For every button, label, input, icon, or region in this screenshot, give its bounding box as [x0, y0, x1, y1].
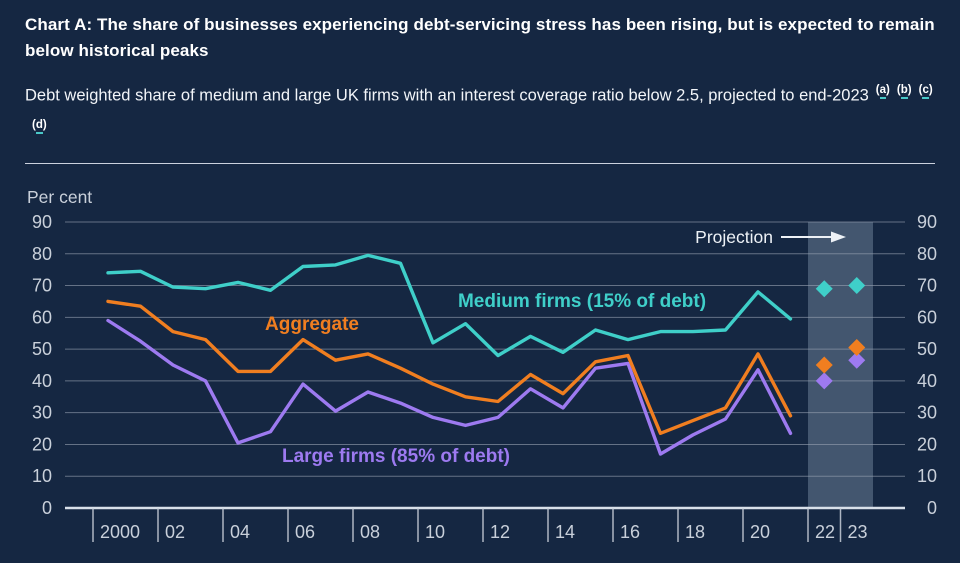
y-tick-label-right-80: 80 [917, 244, 937, 264]
x-tick-label-2008: 08 [360, 522, 380, 542]
x-tick-label-2018: 18 [685, 522, 705, 542]
x-tick-label-2010: 10 [425, 522, 445, 542]
y-tick-label-right-70: 70 [917, 276, 937, 296]
chart-header: Chart A: The share of businesses experie… [25, 12, 939, 145]
y-tick-label-left-30: 30 [32, 403, 52, 423]
y-tick-label-left-0: 0 [42, 498, 52, 518]
projection-marker-aggregate-2023 [848, 339, 866, 357]
projection-arrow-head [831, 231, 846, 243]
series-line-medium-firms [106, 253, 793, 358]
footnote-link-c[interactable]: (c) [919, 84, 933, 99]
y-tick-label-right-20: 20 [917, 434, 937, 454]
x-tick-label-2014: 14 [555, 522, 575, 542]
y-tick-label-left-50: 50 [32, 339, 52, 359]
x-tick-label-2022: 22 [815, 522, 835, 542]
x-tick-label-2000: 2000 [100, 522, 140, 542]
projection-marker-medium-firms-2022 [815, 280, 833, 298]
chart-subtitle-text: Debt weighted share of medium and large … [25, 86, 869, 105]
series-label-large-firms: Large firms (85% of debt) [282, 446, 510, 467]
projection-marker-large-firms-2022 [815, 372, 833, 390]
footnote-link-b[interactable]: (b) [897, 84, 912, 99]
x-axis-group: 2000 02 04 06 08 10 12 14 16 18 20 22 23 [92, 508, 868, 542]
y-tick-label-right-0: 0 [927, 498, 937, 518]
y-tick-label-right-30: 30 [917, 403, 937, 423]
footnote-link-a[interactable]: (a) [876, 84, 890, 99]
projection-marker-medium-firms-2023 [848, 277, 866, 295]
x-tick-label-2012: 12 [490, 522, 510, 542]
y-tick-label-right-90: 90 [917, 212, 937, 232]
footnote-links: (a) (b) (c) (d) [25, 84, 933, 140]
y-tick-label-left-60: 60 [32, 307, 52, 327]
projection-marker-large-firms-2023 [848, 351, 866, 369]
chart-subtitle: Debt weighted share of medium and large … [25, 76, 939, 145]
x-tick-label-2020: 20 [750, 522, 770, 542]
y-tick-label-left-70: 70 [32, 276, 52, 296]
projection-markers-group [815, 277, 866, 390]
y-tick-label-right-50: 50 [917, 339, 937, 359]
series-lines-group [106, 253, 793, 456]
y-tick-label-left-40: 40 [32, 371, 52, 391]
x-tick-label-2004: 04 [230, 522, 250, 542]
series-label-aggregate: Aggregate [265, 314, 359, 335]
y-tick-label-left-20: 20 [32, 434, 52, 454]
x-tick-label-2002: 02 [165, 522, 185, 542]
header-separator [25, 163, 935, 164]
x-tick-label-2023: 23 [848, 522, 868, 542]
footnote-link-d[interactable]: (d) [32, 118, 47, 134]
projection-marker-aggregate-2022 [815, 356, 833, 374]
x-tick-label-2006: 06 [295, 522, 315, 542]
y-tick-label-left-90: 90 [32, 212, 52, 232]
y-tick-label-right-10: 10 [917, 466, 937, 486]
y-tick-label-right-60: 60 [917, 307, 937, 327]
x-tick-label-2016: 16 [620, 522, 640, 542]
y-tick-label-left-80: 80 [32, 244, 52, 264]
y-tick-label-right-40: 40 [917, 371, 937, 391]
chart-title: Chart A: The share of businesses experie… [25, 15, 935, 60]
y-axis-labels-group: 0 0 10 10 20 20 30 30 40 40 50 50 60 60 70 70 80 80 90 90 [32, 212, 937, 518]
y-tick-label-left-10: 10 [32, 466, 52, 486]
series-line-large-firms [106, 318, 793, 456]
series-label-medium-firms: Medium firms (15% of debt) [458, 291, 706, 312]
y-axis-unit-label: Per cent [27, 187, 92, 207]
projection-label: Projection [695, 227, 773, 247]
series-line-aggregate [106, 299, 793, 435]
projection-annotation: Projection [695, 227, 846, 247]
